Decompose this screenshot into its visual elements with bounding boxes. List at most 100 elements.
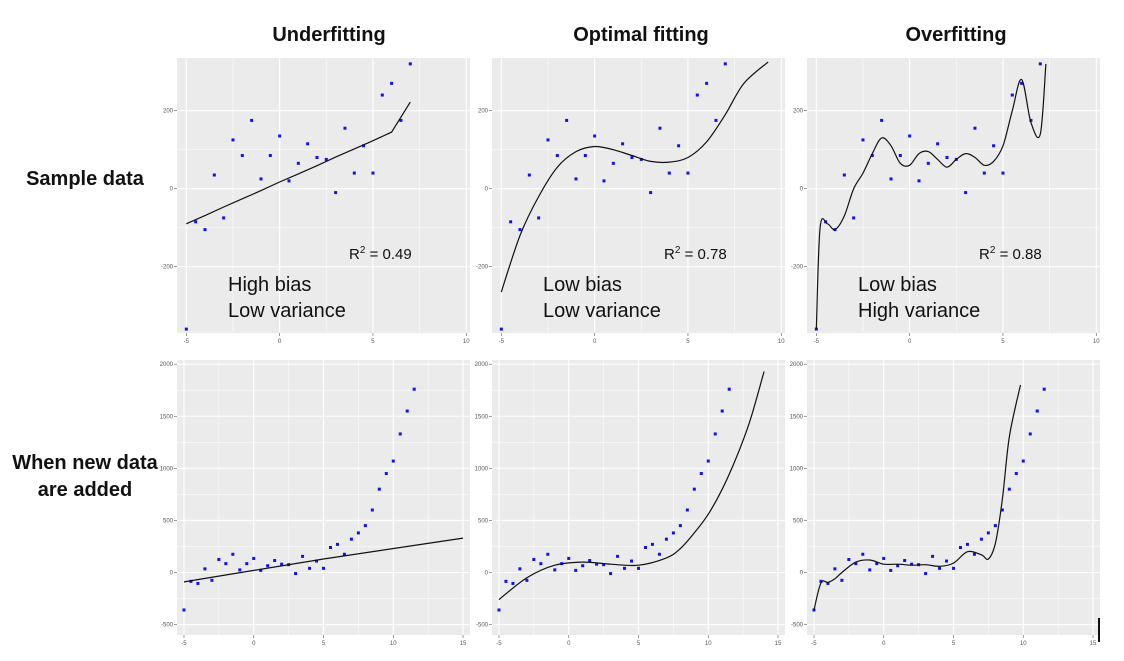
data-point <box>182 608 186 612</box>
x-tick-label: -5 <box>496 641 502 647</box>
data-point <box>278 134 282 138</box>
bias-label: High bias <box>228 274 311 296</box>
data-point <box>616 554 620 558</box>
x-tick-label: 10 <box>1020 641 1027 647</box>
data-point <box>581 564 585 568</box>
data-point <box>518 228 522 232</box>
data-point <box>910 562 914 566</box>
data-point <box>546 552 550 556</box>
y-tick-label: 200 <box>793 109 804 115</box>
data-point <box>371 171 375 175</box>
data-point <box>203 567 207 571</box>
y-tick-label: 0 <box>800 571 804 577</box>
data-point <box>315 559 319 563</box>
fit-line <box>500 61 769 293</box>
x-tick-label: 5 <box>322 641 326 647</box>
data-point <box>250 118 254 122</box>
x-tick-label: 0 <box>908 339 912 345</box>
data-point <box>889 177 893 181</box>
r-squared-label: R2 = 0.49 <box>349 245 412 263</box>
x-tick-label: 10 <box>778 339 785 345</box>
data-point <box>595 562 599 566</box>
data-point <box>525 578 529 582</box>
data-point <box>714 118 718 122</box>
data-point <box>259 568 263 572</box>
data-point <box>497 608 501 612</box>
data-point <box>727 387 731 391</box>
data-point <box>609 572 613 576</box>
x-tick-label: -5 <box>814 339 820 345</box>
data-point <box>889 568 893 572</box>
y-tick-label: 200 <box>163 109 174 115</box>
y-tick-label: 1000 <box>475 466 489 472</box>
data-point <box>671 531 675 535</box>
x-tick-label: 10 <box>705 641 712 647</box>
x-tick-label: 15 <box>775 641 782 647</box>
variance-label: Low variance <box>543 300 661 322</box>
variance-label: High variance <box>858 300 980 322</box>
data-point <box>555 154 559 158</box>
x-tick-label: -5 <box>499 339 505 345</box>
data-point <box>812 608 816 612</box>
data-point <box>695 93 699 97</box>
data-point <box>664 537 668 541</box>
data-point <box>546 138 550 142</box>
data-point <box>194 220 198 224</box>
data-point <box>308 566 312 570</box>
data-point <box>184 327 188 331</box>
y-tick-label: 0 <box>485 187 489 193</box>
data-point <box>658 126 662 130</box>
data-point <box>363 524 367 528</box>
data-point <box>678 524 682 528</box>
data-point <box>1014 472 1018 476</box>
data-point <box>335 542 339 546</box>
data-point <box>926 161 930 165</box>
data-point <box>639 157 643 161</box>
data-point <box>870 154 874 158</box>
data-point <box>847 557 851 561</box>
plot-background <box>492 58 785 333</box>
data-point <box>908 134 912 138</box>
x-tick-label: 0 <box>278 339 282 345</box>
data-point <box>553 568 557 572</box>
data-point <box>898 154 902 158</box>
x-tick-label: 5 <box>1001 339 1005 345</box>
data-point <box>861 552 865 556</box>
column-title-overfitting: Overfitting <box>905 24 1007 46</box>
data-point <box>342 552 346 556</box>
data-point <box>380 93 384 97</box>
data-point <box>398 432 402 436</box>
data-point <box>212 173 216 177</box>
x-tick-label: 0 <box>567 641 571 647</box>
r-squared-label: R2 = 0.78 <box>664 245 727 263</box>
data-point <box>936 142 940 146</box>
y-tick-label: 1500 <box>475 414 489 420</box>
column-title-underfitting: Underfitting <box>272 24 386 46</box>
chart-panel: -5 0 5 10 -200 0 200 R2 = 0.88 Low bias High vari… <box>791 58 1100 345</box>
x-tick-label: 5 <box>686 339 690 345</box>
data-point <box>315 155 319 159</box>
data-point <box>875 562 879 566</box>
data-point <box>903 559 907 563</box>
data-point <box>938 566 942 570</box>
data-point <box>692 487 696 491</box>
data-point <box>833 567 837 571</box>
x-tick-label: -5 <box>184 339 190 345</box>
data-point <box>384 472 388 476</box>
data-point <box>1021 459 1025 463</box>
data-point <box>499 327 503 331</box>
y-tick-label: 0 <box>170 187 174 193</box>
data-point <box>973 126 977 130</box>
data-point <box>539 562 543 566</box>
data-point <box>852 216 856 220</box>
bias-label: Low bias <box>858 274 937 296</box>
data-point <box>322 566 325 570</box>
data-point <box>210 578 214 582</box>
data-point <box>273 559 277 563</box>
data-point <box>324 157 328 161</box>
data-point <box>842 173 846 177</box>
data-point <box>706 459 710 463</box>
y-tick-label: 1500 <box>160 414 174 420</box>
plot-background <box>177 58 470 333</box>
data-point <box>518 567 522 571</box>
